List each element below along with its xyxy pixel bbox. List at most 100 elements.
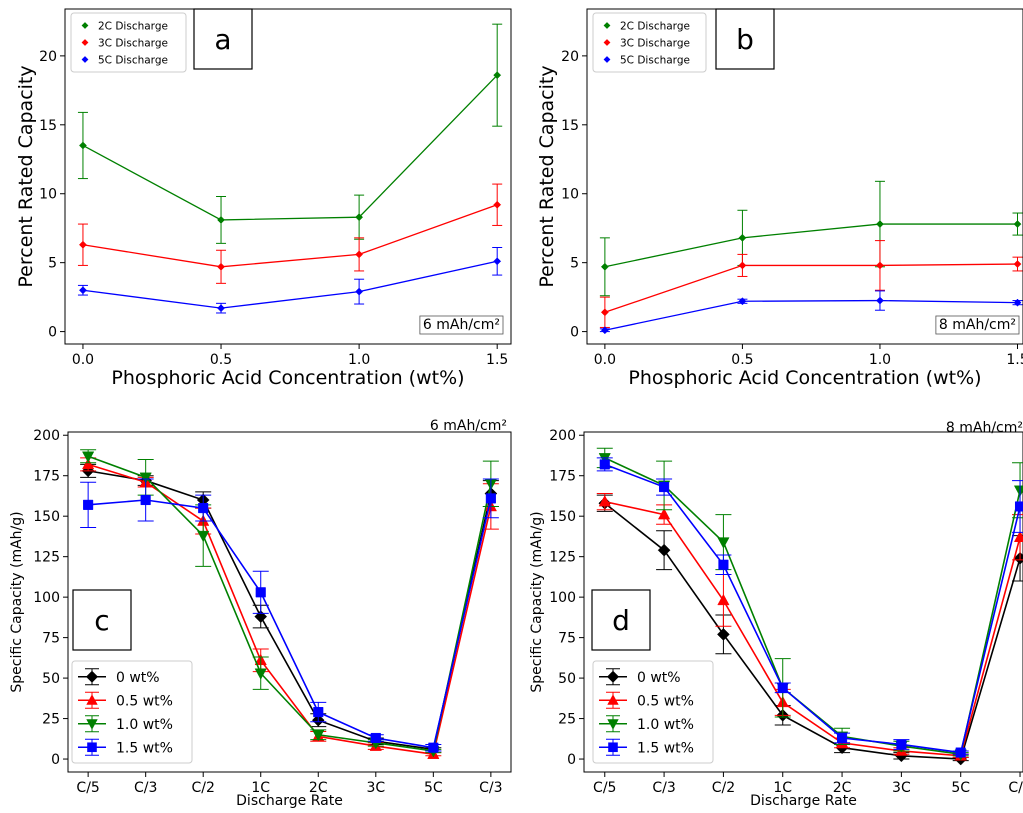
annotation-box [935,315,1020,335]
y-axis-title: Specific Capacity (mAh/g) [529,511,545,692]
y-tick-label: 20 [39,49,57,65]
series-0 [599,180,1023,297]
data-point [198,503,209,514]
annotation-label: 6 mAh/cm² [423,317,500,333]
x-tick-label: 1C [251,780,270,796]
data-point [82,451,95,463]
x-tick-label: 0.0 [72,352,94,368]
y-tick-label: 75 [558,631,576,647]
x-tick-label: 3C [366,780,385,796]
data-point [78,240,87,249]
data-point [599,459,610,470]
legend-label: 0 wt% [637,670,681,686]
panel-label-box [591,589,651,651]
data-point [717,593,730,606]
data-point [255,587,266,598]
legend-label: 3C Discharge [98,38,168,50]
panel-label-box [715,8,775,70]
data-point [82,457,95,470]
x-tick-label: C/5 [76,780,99,796]
legend-marker [81,39,89,46]
series-line [604,502,1021,760]
panel-label: a [214,23,231,56]
x-tick-label: C/3 [652,780,675,796]
legend-marker [81,22,89,29]
series-line [87,463,492,756]
data-point [657,543,671,557]
series-line [604,299,1018,331]
plot-frame [583,431,1023,773]
legend-box [592,660,714,764]
series-line [82,204,498,268]
y-tick-label: 150 [549,509,576,525]
y-axis-title: Percent Rated Capacity [15,65,37,287]
data-point [139,472,152,484]
x-tick-label: 5C [424,780,443,796]
x-tick-label: 2C [309,780,328,796]
legend-marker [607,719,619,730]
series-1 [599,240,1023,328]
legend-label: 1.0 wt% [116,717,173,733]
data-point [876,220,884,229]
legend-marker [81,56,89,63]
y-axis-title: Specific Capacity (mAh/g) [9,511,25,692]
legend-label: 1.5 wt% [116,740,173,756]
series-3 [596,457,1023,758]
y-tick-label: 100 [33,590,60,606]
panel-label: c [94,604,109,637]
legend-marker [608,742,618,753]
data-point [78,141,87,150]
legend-label: 5C Discharge [620,55,690,67]
data-point [355,287,364,296]
data-point [1013,551,1023,565]
data-point [355,213,364,222]
legend-marker [607,670,619,683]
x-tick-label: 3C [892,780,911,796]
y-tick-label: 200 [549,428,576,444]
data-point [197,530,210,543]
x-tick-label: 1.5 [486,352,508,368]
legend-box [70,12,187,73]
y-tick-label: 10 [39,187,57,203]
data-point [717,628,730,641]
chart-panel-b: 0 5 10 15 20 0.0 0.5 1.0 1.5 Phosphoric Acid Conc… [536,8,1023,389]
y-tick-label: 175 [549,469,576,485]
legend-marker [87,742,97,753]
legend-label: 1.5 wt% [637,740,694,756]
plot-frame [586,8,1023,345]
legend-label: 2C Discharge [98,21,168,33]
annotation-label: 8 mAh/cm² [939,317,1016,333]
legend-box [71,660,193,764]
y-tick-label: 0 [567,752,576,768]
annotation-label: 6 mAh/cm² [430,418,507,434]
data-point [717,537,730,549]
data-point [738,233,747,242]
data-point [428,742,439,753]
data-point [738,297,747,306]
data-point [659,481,670,493]
data-point [83,499,94,510]
y-tick-label: 15 [39,118,57,134]
y-tick-label: 10 [561,187,579,203]
series-line [604,223,1018,268]
legend-label: 0 wt% [116,670,160,686]
legend-marker [86,719,98,730]
x-axis-title: Discharge Rate [750,793,857,809]
series-line [604,500,1021,757]
series-line [88,470,492,751]
data-point [657,508,671,520]
legend-marker [86,670,98,683]
chart-panel-d: 0 25 50 75 100 125 150 175 200 C/5 C/3 C/2 1C 2C 3C 5C C… [529,420,1023,809]
panel-label: b [736,23,754,56]
x-axis-title: Phosphoric Acid Concentration (wt%) [111,367,464,389]
legend-label: 3C Discharge [620,38,690,50]
series-line [604,263,1018,313]
series-0 [77,23,503,244]
data-point [140,494,151,506]
chart-panel-c: 0 25 50 75 100 125 150 175 200 C/5 C/3 C/2 1C 2C 3C 5C C… [9,418,512,809]
y-tick-label: 50 [558,671,576,687]
panel-label-box [72,589,132,651]
data-point [1013,220,1022,229]
data-point [1014,501,1023,512]
